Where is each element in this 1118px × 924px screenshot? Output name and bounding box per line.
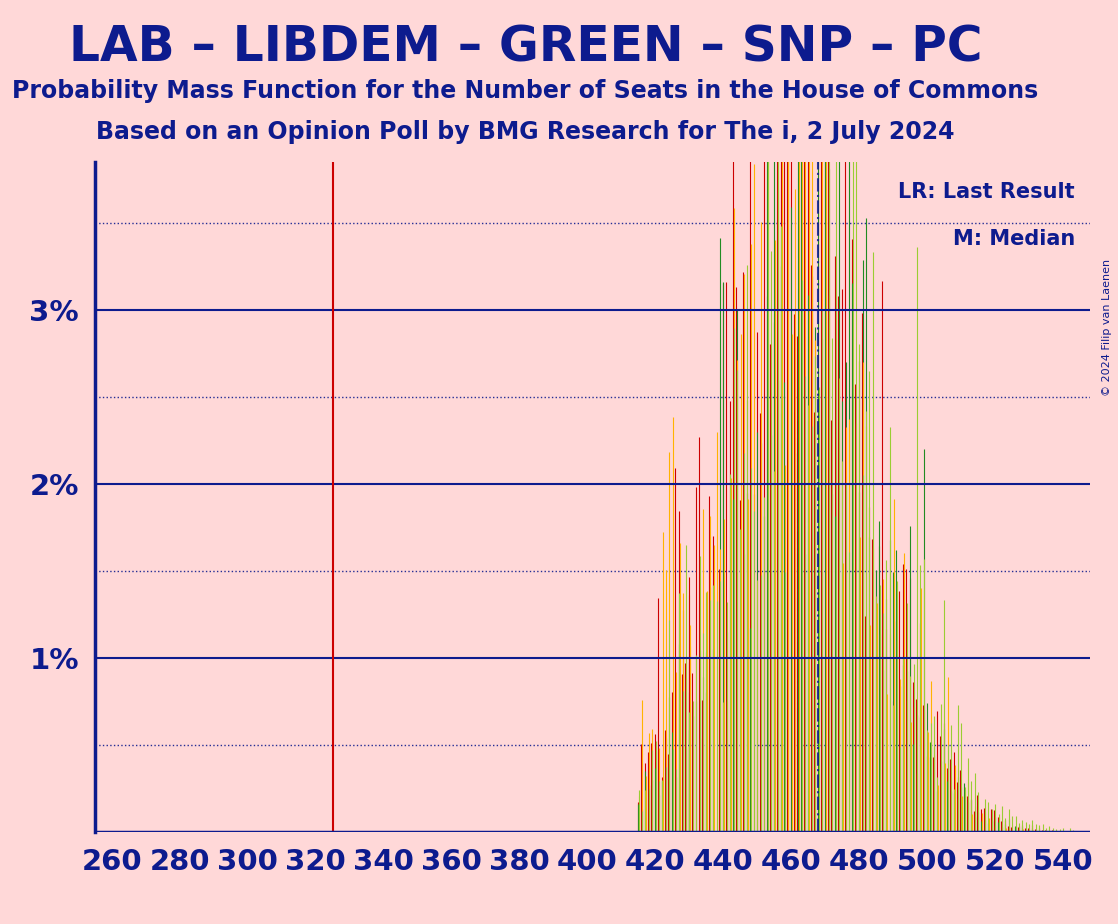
Text: LAB – LIBDEM – GREEN – SNP – PC: LAB – LIBDEM – GREEN – SNP – PC	[68, 23, 983, 71]
Text: Based on an Opinion Poll by BMG Research for The i, 2 July 2024: Based on an Opinion Poll by BMG Research…	[96, 120, 955, 144]
Text: LR: Last Result: LR: Last Result	[899, 182, 1076, 201]
Text: Probability Mass Function for the Number of Seats in the House of Commons: Probability Mass Function for the Number…	[12, 79, 1039, 103]
Text: © 2024 Filip van Laenen: © 2024 Filip van Laenen	[1102, 259, 1112, 395]
Text: M: Median: M: Median	[953, 229, 1076, 249]
